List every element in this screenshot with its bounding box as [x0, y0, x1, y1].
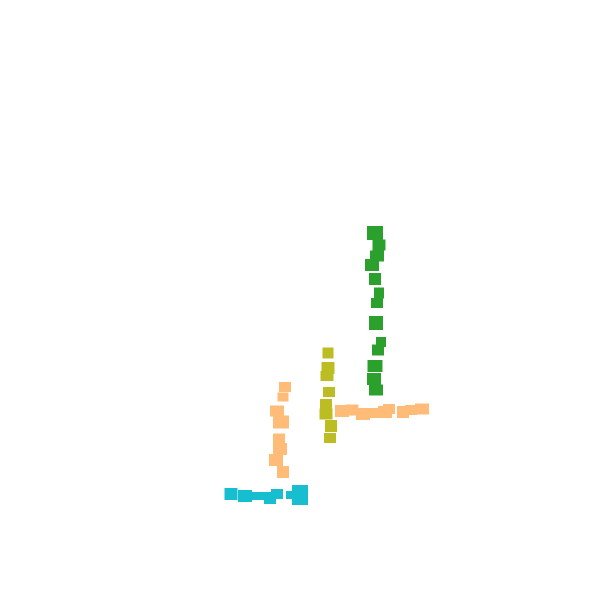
stroke-block — [325, 420, 337, 432]
stroke-block — [292, 485, 308, 505]
stroke-block — [277, 466, 289, 478]
stroke-block — [367, 226, 383, 240]
peach-vertical-stroke — [269, 382, 291, 478]
stroke-block — [370, 250, 384, 262]
stroke-block — [224, 488, 238, 500]
stroke-block — [286, 491, 296, 499]
stroke-block — [369, 384, 383, 396]
stroke-block — [271, 489, 283, 499]
stroke-block — [368, 408, 380, 418]
stroke-block — [383, 404, 395, 414]
stroke-block — [365, 259, 379, 271]
stroke-block — [269, 454, 283, 466]
stroke-block — [415, 403, 429, 415]
stroke-block — [345, 404, 359, 416]
stroke-block — [273, 415, 289, 429]
peach-horizontal-stroke — [335, 403, 429, 420]
stroke-block — [273, 433, 285, 445]
stroke-block — [320, 371, 334, 381]
stroke-block — [369, 316, 383, 330]
stroke-block — [324, 433, 336, 443]
stroke-block — [372, 344, 384, 356]
stroke-block — [405, 405, 417, 415]
stroke-block — [323, 387, 335, 397]
olive-vertical-stroke — [319, 347, 337, 443]
stroke-block — [372, 239, 386, 251]
stroke-block — [356, 408, 370, 420]
stroke-block — [238, 490, 252, 502]
stroke-groups — [224, 226, 429, 505]
cyan-horizontal-stroke — [224, 485, 308, 505]
stroke-block — [374, 287, 384, 299]
stroke-block — [319, 408, 333, 420]
stroke-block — [322, 347, 334, 359]
stroke-block — [320, 399, 332, 411]
stroke-block — [273, 443, 287, 455]
stroke-block — [252, 492, 264, 500]
stroke-block — [371, 298, 383, 308]
stroke-block — [376, 337, 386, 347]
stroke-block — [270, 405, 284, 417]
stroke-block — [369, 273, 381, 285]
stroke-block — [367, 373, 381, 385]
stroke-block — [277, 392, 289, 402]
green-vertical-stroke — [365, 226, 386, 396]
stroke-block — [279, 382, 291, 392]
stroke-block — [367, 360, 383, 372]
